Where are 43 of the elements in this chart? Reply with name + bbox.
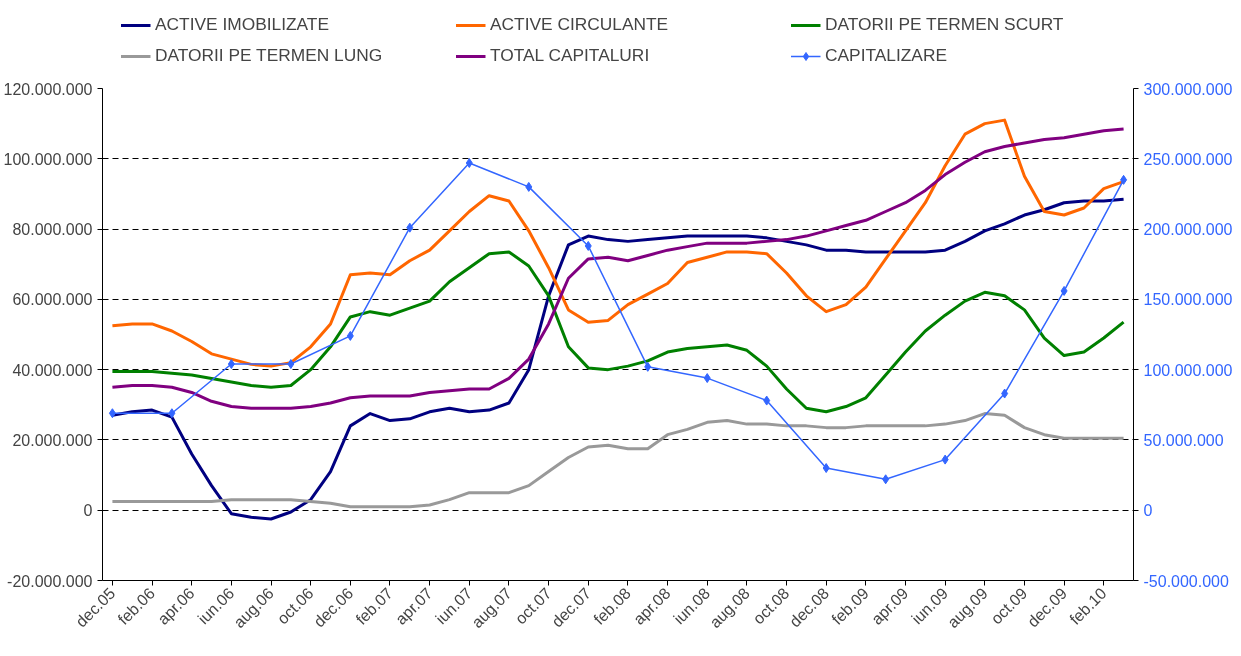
point: [1120, 174, 1128, 185]
point: [822, 463, 830, 474]
y-tick-label: 60.000.000: [12, 291, 93, 309]
y2-tick-label: 50.000.000: [1143, 431, 1224, 449]
legend-label: ACTIVE CIRCULANTE: [490, 14, 670, 35]
point: [168, 408, 176, 419]
y2-tick-label: 200.000.000: [1143, 221, 1233, 239]
point: [108, 408, 116, 419]
point: [644, 361, 652, 372]
point: [882, 474, 890, 485]
y2-tick-label: 250.000.000: [1143, 150, 1233, 168]
point: [1001, 388, 1009, 399]
point: [584, 240, 592, 251]
point: [941, 454, 949, 465]
y-tick-label: 20.000.000: [12, 431, 93, 449]
line-series: [110, 250, 1126, 414]
y-tick-label: 120.000.000: [3, 80, 93, 98]
point: [763, 395, 771, 406]
y-tick-label: -20.000.000: [7, 572, 93, 590]
y-tick-label: 80.000.000: [12, 221, 93, 239]
point: [465, 158, 473, 168]
line-series: [110, 127, 1126, 410]
point: [287, 359, 295, 370]
legend-label: TOTAL CAPITALURI: [490, 45, 651, 66]
point: [406, 222, 414, 233]
y-tick-label: 0: [83, 502, 93, 520]
point: [703, 373, 711, 384]
point: [346, 330, 354, 341]
point: [1060, 285, 1068, 296]
y2-tick-label: 150.000.000: [1143, 291, 1233, 309]
point: [227, 359, 235, 370]
y2-tick-label: 100.000.000: [1143, 361, 1233, 379]
legend-label: DATORII PE TERMEN LUNG: [155, 45, 384, 66]
y2-tick-label: -50.000.000: [1143, 572, 1230, 590]
legend-label: CAPITALIZARE: [825, 45, 948, 66]
y-tick-label: 100.000.000: [3, 150, 93, 168]
y-tick-label: 40.000.000: [12, 361, 93, 379]
legend-label: DATORII PE TERMEN SCURT: [825, 14, 1065, 35]
legend-label: ACTIVE IMOBILIZATE: [155, 14, 330, 35]
y2-tick-label: 0: [1143, 502, 1153, 520]
point: [525, 181, 533, 192]
line-series: [110, 412, 1126, 509]
y2-tick-label: 300.000.000: [1143, 80, 1233, 98]
